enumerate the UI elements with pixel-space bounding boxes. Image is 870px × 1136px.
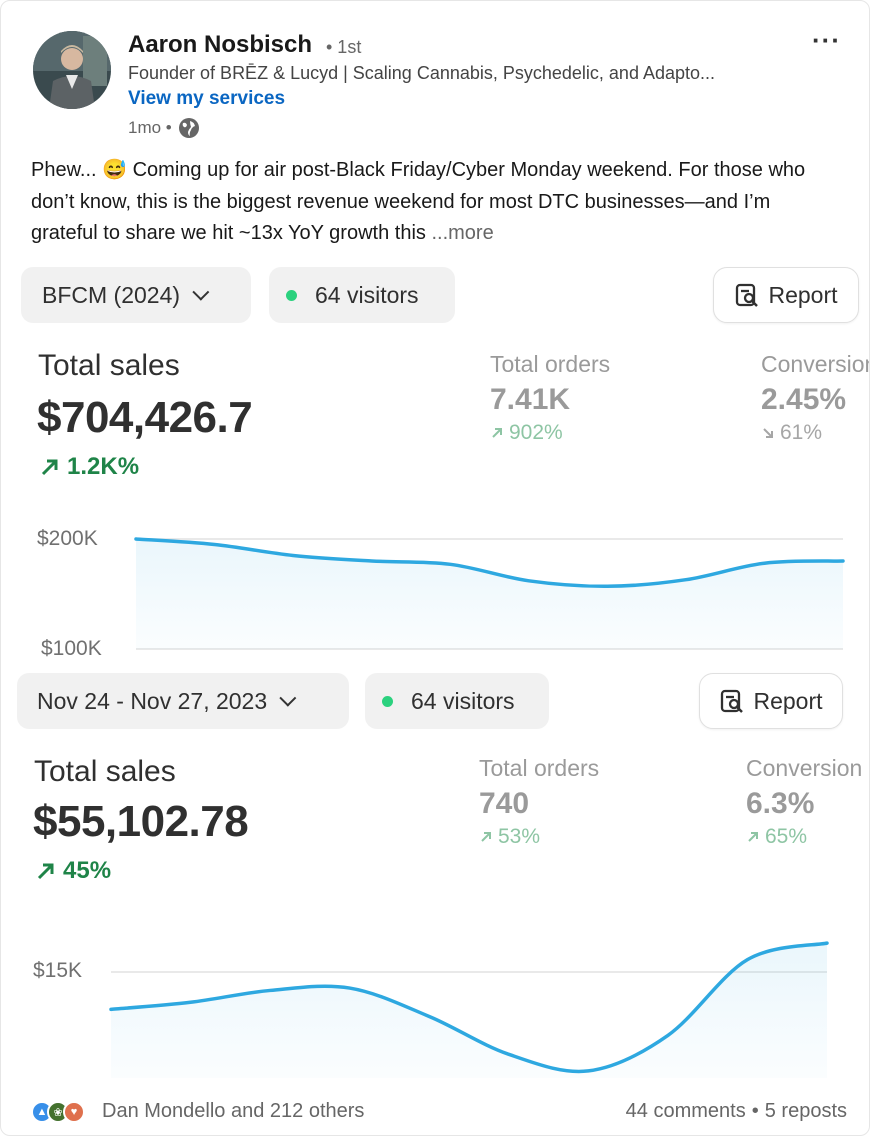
total-orders-label: Total orders [479, 755, 600, 781]
sales-series-line [109, 941, 829, 1074]
globe-icon [178, 118, 199, 138]
arrow-up-right-icon [492, 428, 502, 438]
love-reaction-icon: ♥ [63, 1101, 85, 1123]
post-time-text: 1mo • [128, 118, 172, 137]
total-sales-change: 1.2K% [39, 453, 139, 481]
date-range-selector[interactable]: Nov 24 - Nov 27, 2023 [17, 673, 349, 729]
total-orders-change: 902% [490, 421, 563, 445]
conversion-value: 6.3% [746, 787, 815, 820]
visitors-label: 64 visitors [315, 281, 419, 308]
sales-area-fill [111, 943, 827, 1078]
total-sales-value: $55,102.78 [33, 797, 249, 846]
reactions-count[interactable]: Dan Mondello and 212 others [102, 1100, 365, 1122]
total-sales-change-text: 1.2K% [67, 453, 140, 480]
total-orders-change: 53% [479, 825, 540, 849]
dashboard-2023: Nov 24 - Nov 27, 2023 64 visitors Report… [1, 673, 869, 1083]
post-options-button[interactable]: ··· [812, 25, 841, 55]
reposts-count[interactable]: 5 reposts [764, 1100, 847, 1122]
report-search-icon [736, 283, 759, 307]
sales-series-line [134, 537, 845, 589]
y-tick-label: $15K [33, 959, 83, 982]
live-dot-icon [382, 695, 393, 707]
date-range-label: Nov 24 - Nov 27, 2023 [37, 687, 268, 714]
total-sales-label: Total sales [38, 349, 180, 382]
arrow-up-right-icon [481, 832, 491, 842]
visitors-badge: 64 visitors [365, 673, 549, 729]
count-separator: • [751, 1100, 759, 1122]
see-more-link[interactable]: ...more [431, 222, 494, 244]
total-sales-value: $704,426.7 [37, 393, 253, 442]
live-dot-icon [286, 289, 297, 301]
sales-area-fill [136, 539, 843, 649]
report-button[interactable]: Report [713, 267, 859, 323]
author-headline: Founder of BRĒZ & Lucyd | Scaling Cannab… [128, 63, 716, 83]
date-range-label: BFCM (2024) [42, 281, 181, 308]
post-body: Phew... 😅 Coming up for air post-Black F… [31, 155, 831, 250]
arrow-up-right-icon [37, 863, 54, 880]
sales-chart-2023 [109, 941, 829, 1078]
connection-degree: • 1st [326, 37, 362, 57]
conversion-change-text: 65% [765, 825, 808, 848]
total-orders-value: 740 [479, 787, 530, 820]
report-button[interactable]: Report [699, 673, 843, 729]
author-avatar[interactable] [33, 31, 111, 109]
total-orders-value: 7.41K [490, 383, 571, 416]
conversion-value: 2.45% [761, 383, 847, 416]
author-name[interactable]: Aaron Nosbisch [128, 31, 313, 58]
total-orders-label: Total orders [490, 351, 611, 377]
conversion-change: 61% [761, 421, 822, 445]
total-orders-change-text: 902% [509, 421, 563, 444]
chevron-down-icon [279, 689, 297, 707]
total-orders-change-text: 53% [498, 825, 541, 848]
arrow-down-right-icon [763, 428, 773, 438]
visitors-label: 64 visitors [411, 687, 515, 714]
total-sales-change: 45% [35, 857, 111, 885]
post-timestamp: 1mo • [128, 117, 200, 139]
y-tick-label: $200K [37, 527, 98, 550]
report-label: Report [768, 281, 838, 308]
date-range-selector[interactable]: BFCM (2024) [21, 267, 251, 323]
comments-reposts: 44 comments • 5 reposts [626, 1100, 847, 1123]
conversion-label: Conversion [746, 755, 863, 781]
conversion-change-text: 61% [780, 421, 823, 444]
conversion-label: Conversion [761, 351, 870, 377]
report-search-icon [721, 689, 744, 713]
conversion-change: 65% [746, 825, 807, 849]
arrow-up-right-icon [41, 459, 58, 476]
report-label: Report [753, 687, 823, 714]
dashboard-2024: BFCM (2024) 64 visitors Report Total sal… [1, 267, 870, 667]
arrow-up-right-icon [748, 832, 758, 842]
comments-count[interactable]: 44 comments [625, 1100, 746, 1122]
total-sales-label: Total sales [34, 755, 176, 788]
visitors-badge: 64 visitors [269, 267, 455, 323]
sales-chart-2024 [134, 537, 845, 650]
post-body-text: Phew... 😅 Coming up for air post-Black F… [31, 159, 806, 244]
chevron-down-icon [192, 283, 210, 301]
total-sales-change-text: 45% [63, 857, 112, 884]
y-tick-label: $100K [41, 637, 102, 660]
reaction-icons[interactable]: ▲ ❀ ♥ [31, 1101, 85, 1123]
social-counts-bar: ▲ ❀ ♥ Dan Mondello and 212 others 44 com… [1, 1095, 869, 1131]
view-services-link[interactable]: View my services [128, 88, 286, 109]
